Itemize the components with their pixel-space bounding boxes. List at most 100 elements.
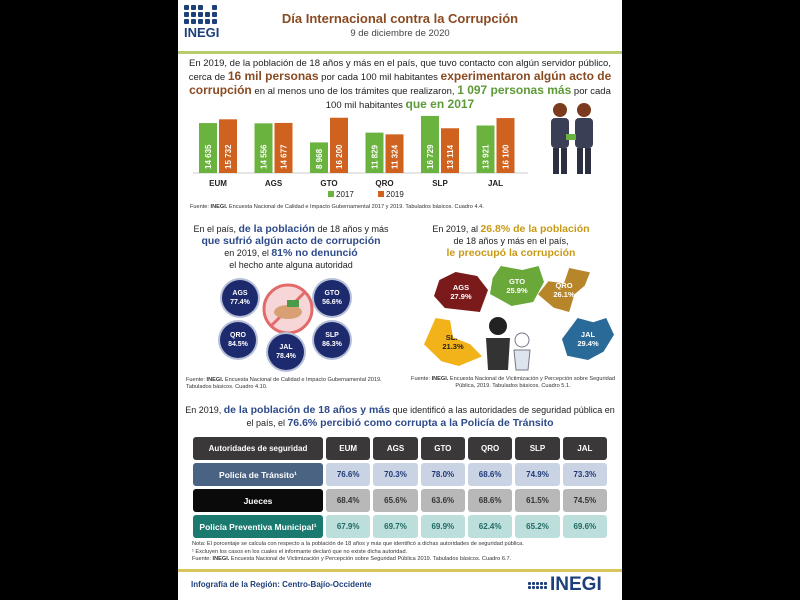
intro-text: En 2019, de la población de 18 años y má… xyxy=(188,58,612,111)
table-row: Jueces 68.4% 65.6% 63.6% 68.6% 61.5% 74.5% xyxy=(193,489,607,512)
state-name: GTO xyxy=(508,277,526,286)
table-cell: 68.6% xyxy=(467,489,513,512)
bar-2019-AGS xyxy=(274,122,293,173)
legend-swatch-2017 xyxy=(328,191,334,197)
bar-2019-EUM xyxy=(219,119,237,173)
bar-value-label: 16 100 xyxy=(502,144,511,169)
bar-2017-QRO xyxy=(365,132,384,173)
column-header: Autoridades de seguridad xyxy=(193,437,323,460)
bar-2017-JAL xyxy=(476,125,495,173)
bar-value-label: 14 556 xyxy=(260,144,269,169)
column-header: QRO xyxy=(467,437,513,460)
table-cell: 68.4% xyxy=(326,489,371,512)
table-cell: 69.9% xyxy=(420,515,465,538)
state-name: SLP xyxy=(445,333,461,342)
state-name: JAL xyxy=(580,330,596,339)
table-notes: Nota: El porcentaje se calcula con respe… xyxy=(192,541,524,562)
table-cell: 78.0% xyxy=(420,463,465,486)
table-cell: 73.3% xyxy=(562,463,607,486)
state-name: GTO xyxy=(324,290,340,297)
state-value: 27.9% xyxy=(450,292,472,301)
state-name: QRO xyxy=(555,281,573,290)
left-source: Fuente: INEGI. Encuesta Nacional de Cali… xyxy=(186,377,382,390)
bar-value-label: 11 829 xyxy=(371,144,380,169)
table-cell: 65.6% xyxy=(373,489,418,512)
chart-source: Fuente: INEGI. Encuesta Nacional de Cali… xyxy=(190,204,484,210)
corruption-perception-table: Autoridades de seguridad EUM AGS GTO QRO… xyxy=(190,434,610,541)
bar-2017-AGS xyxy=(254,123,273,173)
bar-value-label: 16 729 xyxy=(426,144,435,169)
footer-inegi-logo: INEGI xyxy=(528,574,602,596)
bar-2017-GTO xyxy=(310,142,328,173)
state-map-gto: GTO 25.9% xyxy=(490,266,544,306)
footer-divider xyxy=(178,569,622,572)
state-map-qro: QRO 26.1% xyxy=(538,268,590,312)
state-value: 26.1% xyxy=(553,290,575,299)
state-name: AGS xyxy=(232,290,248,297)
row-label: Jueces xyxy=(193,489,323,512)
state-circle-ags: AGS 77.4% xyxy=(222,280,258,316)
page-title: Día Internacional contra la Corrupción xyxy=(281,11,519,26)
state-value: 77.4% xyxy=(230,299,250,306)
state-name: AGS xyxy=(452,283,470,292)
state-circle-slp: SLP 86.3% xyxy=(314,322,350,358)
table-cell: 65.2% xyxy=(515,515,560,538)
table-intro: En 2019, de la población de 18 años y má… xyxy=(185,404,615,429)
row-label: Policía de Tránsito¹ xyxy=(193,463,323,486)
table-cell: 69.7% xyxy=(373,515,418,538)
bar-value-label: 14 677 xyxy=(280,144,289,169)
divider xyxy=(178,51,622,54)
bar-2019-QRO xyxy=(385,134,404,173)
row-label: Policía Preventiva Municipal¹ xyxy=(193,515,323,538)
table-row: Policía de Tránsito¹ 76.6% 70.3% 78.0% 68.6%… xyxy=(193,463,607,486)
legend-label: 2019 xyxy=(386,190,404,199)
bar-2017-SLP xyxy=(421,115,439,173)
table-header-row: Autoridades de seguridad EUM AGS GTO QRO… xyxy=(193,437,607,460)
state-circle-jal: JAL 78.4% xyxy=(268,334,304,370)
state-value: 29.4% xyxy=(577,339,599,348)
table-cell: 76.6% xyxy=(326,463,371,486)
right-source: Fuente: INEGI. Encuesta Nacional de Vict… xyxy=(411,376,615,389)
bar-value-label: 13 921 xyxy=(482,144,491,169)
column-header: EUM xyxy=(326,437,371,460)
page-date: 9 de diciembre de 2020 xyxy=(350,28,450,39)
bar-value-label: 16 200 xyxy=(335,144,344,169)
category-label: SLP xyxy=(432,179,448,188)
infographic-page: INEGI Día Internacional contra la Corrup… xyxy=(178,0,622,600)
bar-chart: 14 635 15 732 EUM 14 556 14 677 AGS 8 968 16 20… xyxy=(193,115,528,199)
bar-2017-EUM xyxy=(199,123,217,173)
category-label: EUM xyxy=(209,179,227,188)
state-value: 86.3% xyxy=(322,341,342,348)
no-report-text: En el país, de la población de 18 años y… xyxy=(193,223,389,270)
table-cell: 67.9% xyxy=(326,515,371,538)
column-header: AGS xyxy=(373,437,418,460)
state-circle-gto: GTO 56.6% xyxy=(314,280,350,316)
category-label: QRO xyxy=(375,179,393,188)
bar-value-label: 15 732 xyxy=(224,144,233,169)
state-value: 56.6% xyxy=(322,299,342,306)
column-header: GTO xyxy=(420,437,465,460)
state-value: 84.5% xyxy=(228,341,248,348)
state-circle-qro: QRO 84.5% xyxy=(220,322,256,358)
footer-region: Infografía de la Región: Centro-Bajío-Oc… xyxy=(191,580,372,589)
inegi-logo: INEGI xyxy=(184,5,219,40)
officials-illustration-icon xyxy=(551,103,593,174)
column-header: SLP xyxy=(515,437,560,460)
bar-value-label: 14 635 xyxy=(204,144,213,169)
handshake-bribe-icon xyxy=(262,283,314,335)
bar-value-label: 8 968 xyxy=(315,148,324,169)
table-cell: 63.6% xyxy=(420,489,465,512)
concern-text: En 2019, al 26.8% de la población de 18 a… xyxy=(432,223,590,259)
state-value: 21.3% xyxy=(442,342,464,351)
table-cell: 62.4% xyxy=(467,515,513,538)
table-cell: 68.6% xyxy=(467,463,513,486)
column-header: JAL xyxy=(562,437,607,460)
state-map-jal: JAL 29.4% xyxy=(562,318,614,360)
victim-illustration-icon xyxy=(486,317,531,371)
table-row: Policía Preventiva Municipal¹ 67.9% 69.7% 6… xyxy=(193,515,607,538)
category-label: GTO xyxy=(320,179,337,188)
state-name: JAL xyxy=(279,344,293,351)
category-label: JAL xyxy=(488,179,503,188)
state-name: QRO xyxy=(230,332,246,339)
bar-2019-GTO xyxy=(330,117,348,173)
